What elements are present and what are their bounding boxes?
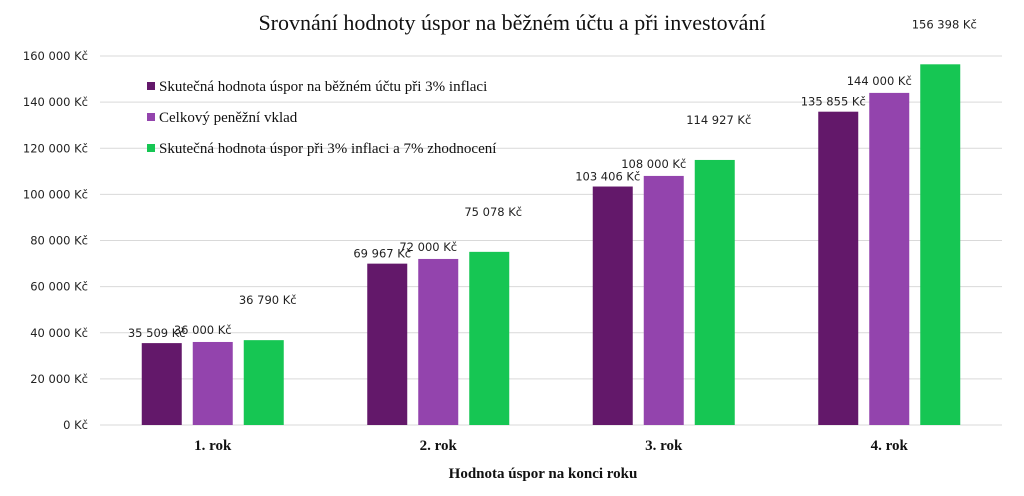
bar — [694, 159, 735, 426]
data-label: 72 000 Kč — [399, 240, 457, 254]
data-label: 103 406 Kč — [575, 170, 640, 184]
y-tick-label: 80 000 Kč — [30, 234, 88, 248]
y-tick-label: 120 000 Kč — [23, 141, 88, 155]
bar — [818, 111, 859, 426]
legend-entry: Skutečná hodnota úspor na běžném účtu př… — [159, 79, 487, 95]
y-tick-label: 140 000 Kč — [23, 95, 88, 109]
legend-swatch — [147, 144, 155, 152]
y-axis-ticks: 0 Kč 20 000 Kč 40 000 Kč 60 000 Kč 80 000 Kč… — [23, 49, 88, 432]
x-category-label: 3. rok — [645, 438, 683, 454]
data-label: 36 790 Kč — [239, 293, 297, 307]
data-label: 35 509 Kč — [128, 326, 186, 340]
bar — [418, 258, 459, 425]
x-axis-title: Hodnota úspor na konci roku — [449, 466, 638, 482]
x-category-label: 4. rok — [871, 438, 909, 454]
y-tick-label: 100 000 Kč — [23, 187, 88, 201]
chart-title: Srovnání hodnoty úspor na běžném účtu a … — [258, 10, 765, 35]
data-label: 75 078 Kč — [464, 205, 522, 219]
data-label: 144 000 Kč — [847, 74, 912, 88]
legend-swatch — [147, 113, 155, 121]
data-label: 36 000 Kč — [174, 323, 232, 337]
bar — [869, 92, 910, 426]
data-label: 114 927 Kč — [686, 113, 751, 127]
y-tick-label: 160 000 Kč — [23, 49, 88, 63]
bars — [141, 64, 961, 426]
data-label: 69 967 Kč — [353, 247, 411, 261]
bar — [920, 64, 961, 425]
y-tick-label: 0 Kč — [63, 418, 88, 432]
bar — [469, 251, 510, 425]
legend-entry: Skutečná hodnota úspor při 3% inflaci a … — [159, 141, 496, 157]
data-label: 108 000 Kč — [621, 157, 686, 171]
x-axis-categories: 1. rok 2. rok 3. rok 4. rok — [194, 438, 908, 454]
y-tick-label: 20 000 Kč — [30, 372, 88, 386]
bar — [192, 341, 233, 425]
bar — [367, 263, 408, 425]
legend: Skutečná hodnota úspor na běžném účtu př… — [147, 79, 496, 157]
y-tick-label: 60 000 Kč — [30, 280, 88, 294]
y-tick-label: 40 000 Kč — [30, 326, 88, 340]
bar — [592, 186, 633, 425]
x-category-label: 1. rok — [194, 438, 232, 454]
data-label: 135 855 Kč — [801, 95, 866, 109]
legend-entry: Celkový peněžní vklad — [159, 110, 298, 126]
bar — [643, 175, 684, 425]
bar — [141, 343, 182, 425]
legend-swatch — [147, 82, 155, 90]
x-category-label: 2. rok — [420, 438, 458, 454]
bar — [243, 340, 284, 425]
data-label: 156 398 Kč — [912, 17, 977, 31]
